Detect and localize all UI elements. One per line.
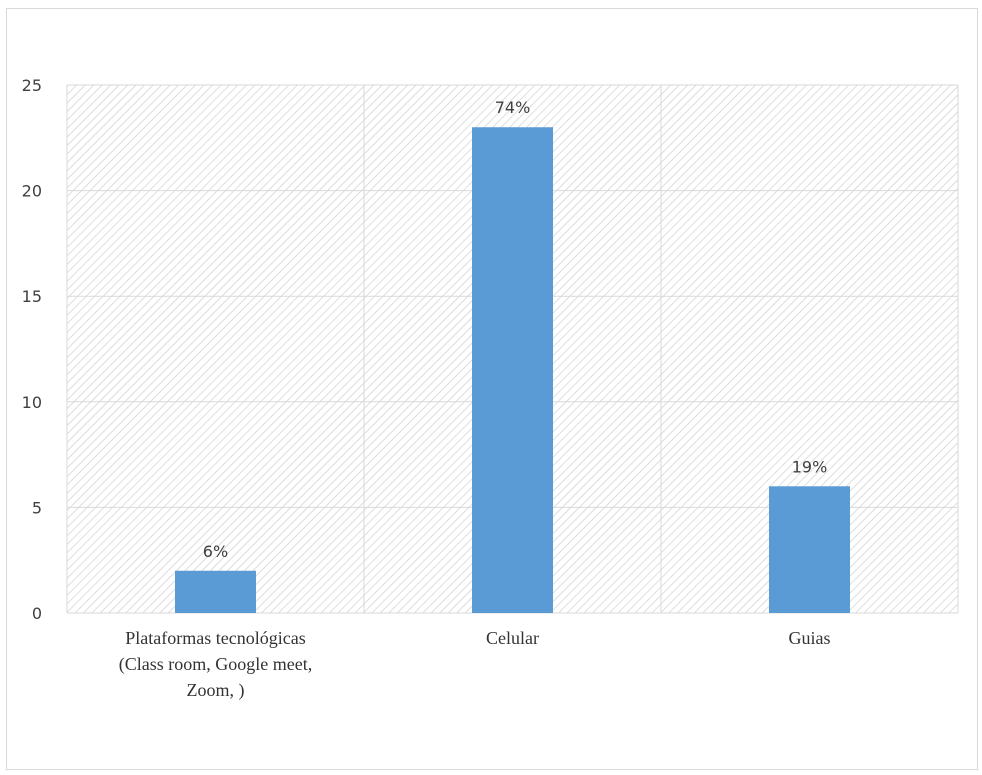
y-tick-label: 10	[22, 393, 42, 412]
x-axis-category-labels: Plataformas tecnológicas (Class room, Goo…	[119, 628, 831, 701]
bar	[472, 127, 553, 614]
y-tick-label: 15	[22, 287, 42, 306]
y-axis-tick-labels: 0 5 10 15 20 25	[22, 76, 42, 623]
y-tick-label: 25	[22, 76, 42, 95]
x-category-label: Celular	[486, 628, 539, 648]
bars	[175, 127, 850, 614]
x-category-label: Zoom, )	[187, 680, 245, 701]
data-label: 74%	[495, 98, 531, 117]
y-tick-label: 5	[32, 498, 42, 517]
bar	[769, 486, 850, 613]
bar	[175, 570, 256, 613]
x-category-label: Guias	[789, 628, 831, 648]
y-tick-label: 20	[22, 182, 42, 201]
data-labels: 6% 74% 19%	[203, 98, 827, 561]
data-label: 19%	[792, 457, 828, 476]
x-category-label: (Class room, Google meet,	[119, 654, 312, 675]
data-label: 6%	[203, 542, 228, 561]
x-category-label: Plataformas tecnológicas	[125, 628, 305, 648]
y-tick-label: 0	[32, 604, 42, 623]
